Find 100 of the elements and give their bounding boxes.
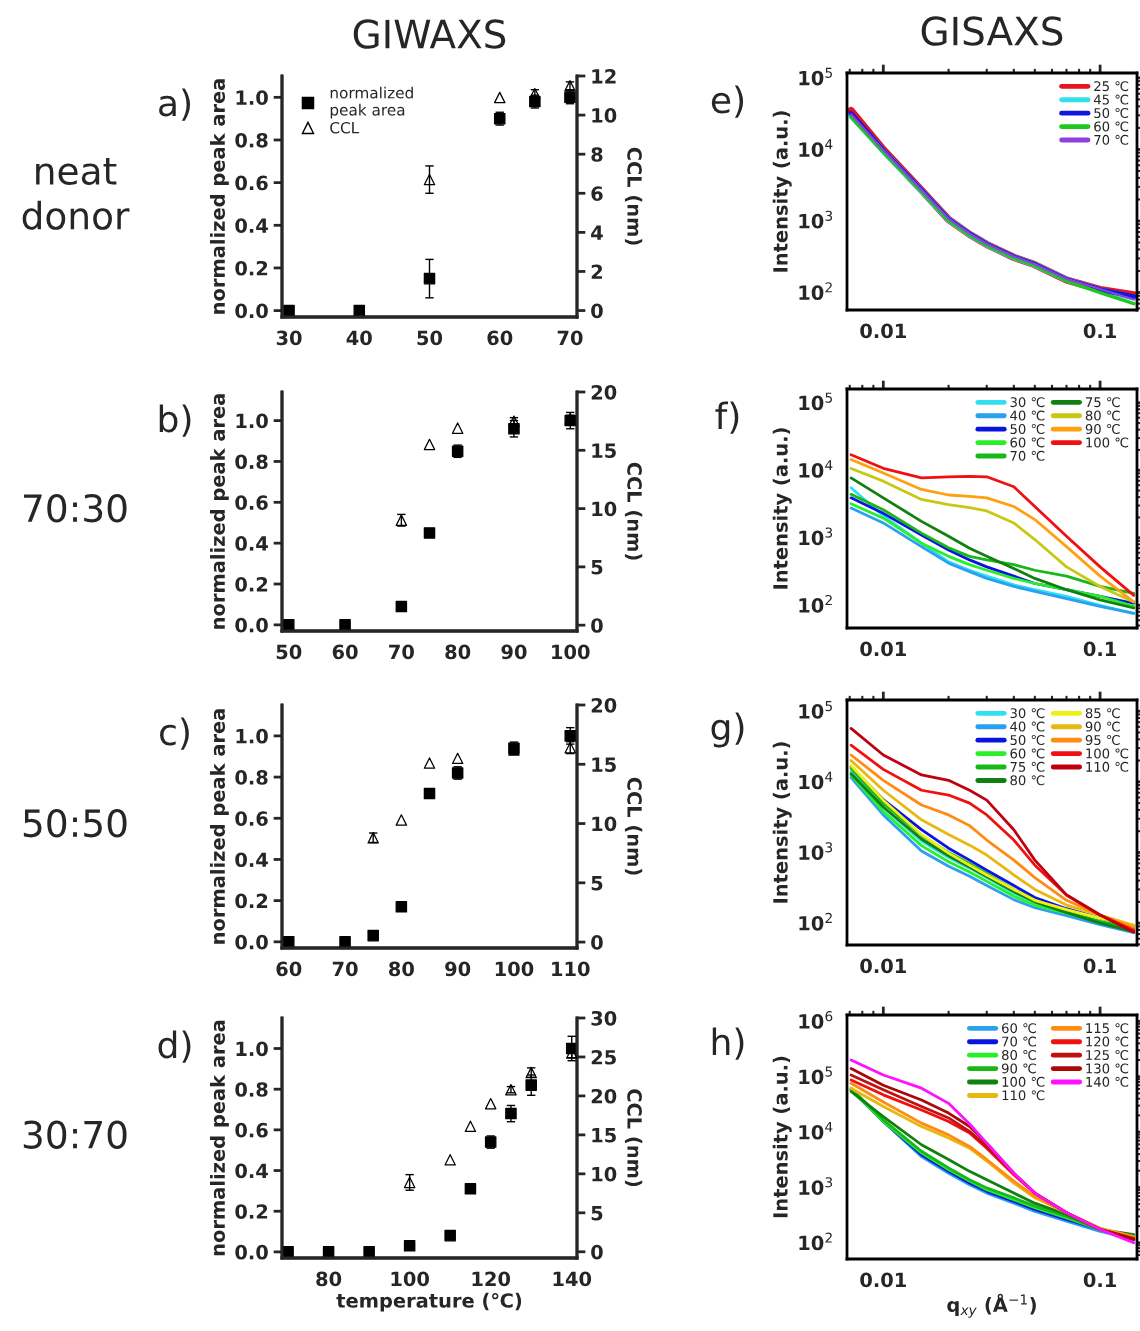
- y-tick-label: 0.8: [235, 770, 268, 785]
- legend-label: 115 ℃: [1086, 1023, 1129, 1034]
- legend-label: 80 ℃: [1085, 410, 1120, 421]
- y-axis-title: normalized peak area: [209, 709, 229, 944]
- x-tick-label: 110: [552, 961, 590, 977]
- text: f): [715, 401, 739, 434]
- y2-axis-title: CCL (nm): [624, 777, 643, 875]
- y-tick-label: 0.6: [235, 495, 268, 510]
- x-tick-label: 70: [557, 330, 583, 346]
- y-axis-title: normalized peak area: [209, 79, 229, 314]
- y-tick-label: 1.0: [236, 413, 268, 429]
- legend-label: 100 ℃: [1002, 1076, 1045, 1087]
- y-tick-label: 10$^{5}$: [799, 701, 832, 719]
- y2-tick-label: 20: [591, 1088, 617, 1104]
- x-tick-label: 30: [276, 330, 302, 346]
- x-tick-label: 80: [389, 961, 414, 977]
- legend-label: 130 ℃: [1086, 1063, 1129, 1074]
- y-tick-label: 0.8: [235, 1082, 268, 1097]
- legend-label: normalized peak area: [330, 86, 413, 119]
- legend-label: 95 ℃: [1085, 735, 1120, 745]
- legend-label: 110 ℃: [1002, 1090, 1045, 1101]
- legend-label: 60 ℃: [1010, 437, 1045, 448]
- legend-label: 100 ℃: [1086, 748, 1129, 759]
- x-tick-label: 60: [487, 330, 513, 346]
- y-axis-title: Intensity (a.u.): [772, 111, 792, 272]
- legend-label: 50 ℃: [1010, 735, 1045, 745]
- y-axis-title: Intensity (a.u.): [772, 428, 792, 589]
- y-tick-label: 1.0: [236, 90, 268, 105]
- text: c): [160, 717, 189, 750]
- legend-label: 140 ℃: [1086, 1076, 1129, 1087]
- x-tick-label: 70: [389, 644, 414, 660]
- x-axis-title: temperature (℃): [336, 1292, 522, 1312]
- y2-tick-label: 10: [592, 816, 617, 832]
- legend-label: 100 ℃: [1086, 437, 1129, 448]
- y2-tick-label: 12: [592, 68, 616, 84]
- legend-label: 80 ℃: [1002, 1050, 1036, 1060]
- y-tick-label: 10$^{4}$: [799, 139, 833, 157]
- text: 30:70: [23, 1120, 127, 1149]
- text: 50:50: [23, 809, 127, 838]
- y2-tick-label: 0: [591, 303, 603, 319]
- y-tick-label: 10$^{3}$: [799, 1177, 833, 1195]
- legend-label: 50 ℃: [1010, 424, 1045, 434]
- y-tick-label: 10$^{6}$: [799, 1011, 833, 1029]
- y-tick-label: 0.2: [235, 260, 268, 276]
- x-tick-label: 70: [332, 961, 358, 977]
- y-tick-label: 0.2: [235, 1204, 268, 1219]
- y-tick-label: 10$^{3}$: [799, 210, 833, 229]
- y-tick-label: 10$^{3}$: [799, 842, 833, 860]
- y-axis-title: Intensity (a.u.): [772, 1056, 792, 1218]
- legend-label: 25 ℃: [1094, 81, 1129, 92]
- legend-label: 40 ℃: [1010, 721, 1045, 732]
- y2-tick-label: 30: [591, 1010, 617, 1026]
- y2-tick-label: 4: [591, 225, 603, 240]
- x-tick-label: 0.1: [1083, 641, 1116, 657]
- y2-tick-label: 0: [591, 1244, 603, 1260]
- y-tick-label: 0.0: [235, 1244, 268, 1260]
- legend-label: 125 ℃: [1086, 1050, 1129, 1060]
- y-tick-label: 10$^{5}$: [799, 67, 832, 86]
- y2-tick-label: 15: [592, 1128, 616, 1143]
- y-tick-label: 10$^{2}$: [799, 912, 832, 931]
- y2-tick-label: 15: [592, 443, 616, 458]
- y-tick-label: 10$^{5}$: [799, 392, 832, 411]
- legend-label: 110 ℃: [1086, 761, 1129, 772]
- y-tick-label: 10$^{4}$: [799, 460, 833, 478]
- legend-label: 30 ℃: [1010, 708, 1045, 719]
- text: h): [712, 1027, 744, 1060]
- y-tick-label: 0.6: [235, 811, 268, 826]
- x-tick-label: 80: [445, 644, 471, 660]
- legend-label: 70 ℃: [1094, 134, 1129, 145]
- x-tick-label: 50: [276, 644, 302, 660]
- legend-label: 40 ℃: [1010, 410, 1045, 421]
- y-tick-label: 0.2: [235, 576, 268, 592]
- y-axis-title: normalized peak area: [209, 1020, 229, 1256]
- x-tick-label: 0.1: [1083, 1272, 1116, 1288]
- y2-tick-label: 5: [591, 1206, 603, 1221]
- x-tick-label: 100: [495, 961, 534, 977]
- y-tick-label: 0.8: [235, 454, 268, 470]
- y2-tick-label: 5: [591, 560, 603, 575]
- y-tick-label: 0.6: [235, 1122, 268, 1138]
- legend-label: 75 ℃: [1010, 761, 1045, 772]
- y2-tick-label: 0: [591, 935, 603, 950]
- y-tick-label: 1.0: [236, 1041, 268, 1057]
- y-tick-label: 0.0: [235, 303, 268, 319]
- y-axis-title: Intensity (a.u.): [772, 742, 792, 903]
- y2-tick-label: 6: [591, 186, 603, 201]
- y2-tick-label: 25: [591, 1049, 616, 1065]
- legend-label: 80 ℃: [1010, 775, 1045, 786]
- legend-label: 70 ℃: [1010, 450, 1045, 461]
- y-tick-label: 0.0: [235, 617, 268, 633]
- y2-tick-label: 20: [591, 697, 617, 713]
- x-tick-label: 0.01: [860, 958, 906, 974]
- x-tick-label: 40: [346, 330, 372, 346]
- y-tick-label: 0.6: [235, 175, 268, 191]
- x-tick-label: 0.01: [860, 641, 906, 657]
- text: a): [159, 88, 191, 121]
- x-tick-label: 0.1: [1083, 958, 1116, 974]
- y-tick-label: 10$^{2}$: [799, 1232, 832, 1251]
- text: g): [711, 712, 744, 748]
- x-tick-label: 60: [332, 644, 358, 660]
- y-tick-label: 0.4: [235, 218, 268, 233]
